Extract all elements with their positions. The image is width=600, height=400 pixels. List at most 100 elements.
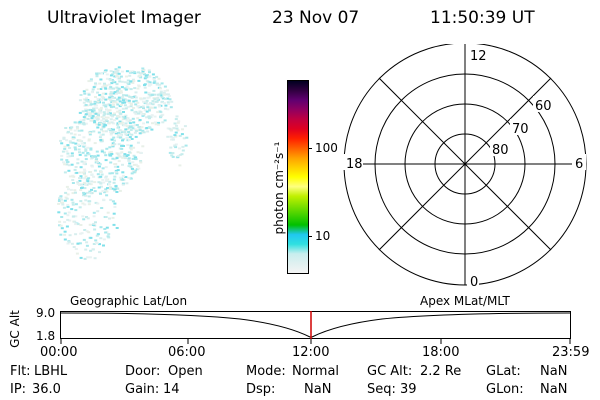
image-pixel [75, 125, 79, 128]
image-pixel [163, 102, 166, 105]
image-pixel [108, 217, 111, 220]
image-pixel [160, 96, 164, 99]
image-pixel [137, 79, 141, 82]
image-pixel [131, 117, 135, 120]
image-pixel [82, 123, 86, 126]
image-pixel [82, 136, 86, 139]
image-pixel [115, 107, 119, 110]
image-pixel [172, 127, 176, 130]
image-pixel [74, 203, 78, 206]
image-pixel [114, 185, 118, 188]
image-pixel [136, 165, 140, 168]
image-pixel [96, 91, 100, 94]
image-pixel [118, 152, 122, 155]
image-pixel [94, 221, 97, 224]
image-pixel [84, 248, 88, 251]
image-pixel [141, 113, 144, 116]
polar-diagonal-2 [378, 77, 552, 251]
image-pixel [153, 93, 157, 96]
image-pixel [84, 175, 88, 178]
image-pixel [119, 97, 123, 100]
image-pixel [112, 87, 116, 90]
image-pixel [116, 187, 120, 190]
image-pixel [143, 73, 146, 76]
image-pixel [96, 118, 100, 121]
image-pixel [146, 103, 150, 106]
image-pixel [152, 97, 156, 100]
image-pixel [121, 118, 125, 121]
image-pixel [100, 116, 104, 118]
image-pixel [59, 139, 62, 142]
image-pixel [65, 163, 69, 166]
image-pixel [62, 206, 66, 209]
image-pixel [165, 93, 169, 96]
image-pixel [108, 96, 112, 99]
image-pixel [115, 92, 118, 95]
status-mode-value: Normal [292, 364, 340, 379]
image-pixel [146, 106, 150, 109]
image-pixel [106, 187, 109, 190]
image-pixel [100, 95, 104, 98]
image-pixel [99, 88, 103, 90]
image-pixel [115, 227, 119, 229]
image-pixel [88, 133, 92, 136]
image-pixel [133, 128, 137, 131]
image-pixel [100, 185, 103, 188]
image-pixel [97, 186, 101, 189]
image-pixel [82, 98, 86, 101]
image-pixel [141, 105, 145, 108]
image-pixel [156, 93, 160, 96]
image-pixel [96, 114, 100, 117]
image-pixel [127, 176, 131, 179]
image-pixel [173, 122, 177, 125]
auroral-image [57, 66, 189, 260]
image-pixel [83, 170, 87, 172]
image-pixel [64, 191, 68, 194]
image-pixel [125, 70, 129, 73]
image-pixel [129, 144, 133, 147]
image-pixel [74, 248, 78, 250]
image-pixel [102, 117, 106, 120]
image-pixel [89, 79, 93, 82]
image-pixel [68, 140, 72, 143]
image-pixel [119, 179, 123, 182]
image-pixel [140, 126, 144, 129]
image-pixel [105, 73, 109, 76]
image-pixel [105, 77, 109, 80]
image-pixel [159, 87, 162, 90]
image-pixel [124, 107, 128, 110]
image-pixel [166, 93, 170, 96]
image-pixel [115, 70, 119, 73]
image-pixel [100, 119, 104, 122]
image-pixel [123, 104, 127, 107]
image-pixel [117, 143, 121, 146]
image-pixel [113, 91, 117, 94]
altitude-curve [60, 312, 571, 338]
image-pixel [63, 147, 67, 150]
image-pixel [127, 99, 131, 102]
image-pixel [93, 155, 96, 158]
image-pixel [113, 72, 117, 75]
image-pixel [111, 115, 115, 118]
image-pixel [84, 154, 88, 157]
image-pixel [155, 97, 159, 100]
image-pixel [95, 150, 99, 153]
image-pixel [141, 67, 145, 70]
image-pixel [97, 72, 101, 75]
image-pixel [144, 101, 148, 104]
timeline-left-title: Geographic Lat/Lon [70, 294, 188, 308]
timeline-x-tick-4: 23:59 [552, 345, 590, 360]
image-pixel [94, 83, 98, 86]
image-pixel [110, 130, 114, 133]
status-flt-value: LBHL [34, 364, 68, 379]
image-pixel [139, 160, 143, 162]
image-pixel [101, 133, 105, 136]
image-pixel [111, 99, 115, 102]
image-pixel [128, 162, 132, 165]
image-pixel [116, 165, 120, 168]
image-pixel [113, 205, 117, 208]
image-pixel [104, 154, 108, 157]
image-pixel [160, 101, 164, 104]
image-pixel [147, 91, 151, 94]
image-pixel [127, 151, 131, 154]
